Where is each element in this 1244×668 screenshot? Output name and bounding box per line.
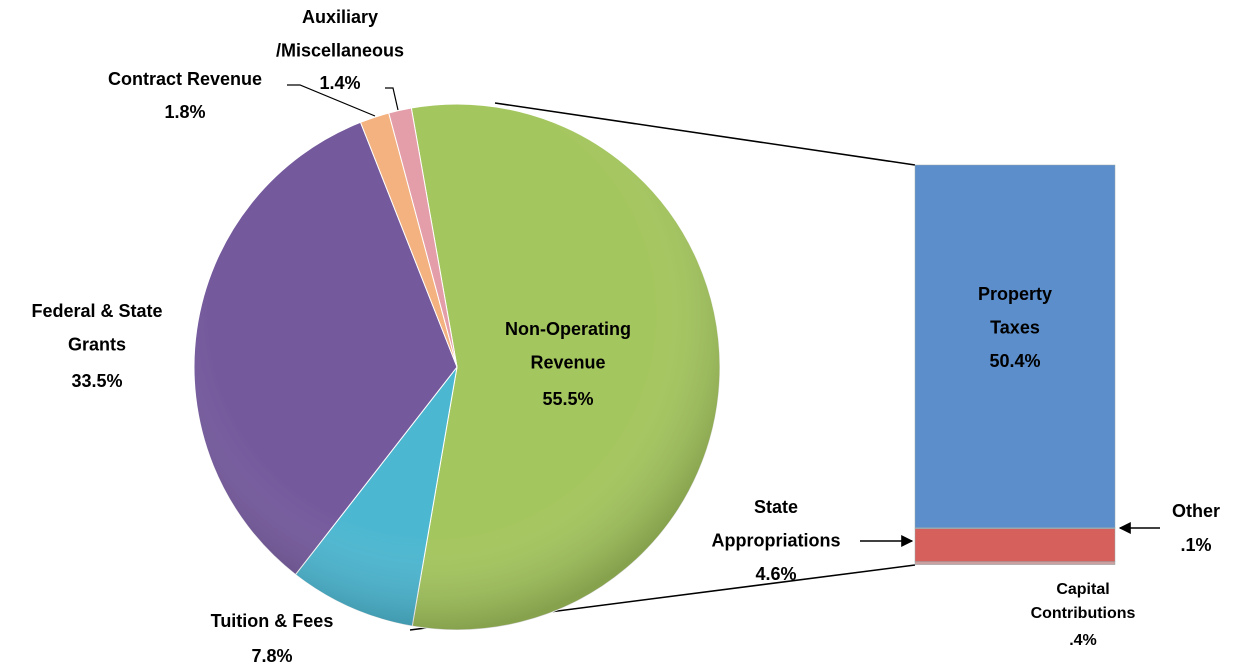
slice-label: Contract Revenue [108,69,262,89]
bar-value-label: .4% [1069,632,1097,649]
bar-segment [914,561,1116,565]
marks [193,103,1116,631]
bar-value-label: .1% [1180,535,1211,555]
labels: Non-Operating Revenue 55.5% Tuition & Fees 7… [31,7,1220,666]
bar-label: Property Taxes [978,284,1052,337]
slice-label: Non-Operating Revenue [505,319,631,372]
bar-segment [914,528,1116,562]
bar-value-label: 50.4% [989,351,1040,371]
slice-label: Federal & State Grants [31,301,162,354]
slice-value-label: 7.8% [251,646,292,666]
slice-label: Tuition & Fees [211,611,334,631]
slice-value-label: 33.5% [71,371,122,391]
slice-label: Auxiliary/Miscellaneous [276,7,404,60]
slice-value-label: 55.5% [542,389,593,409]
bar-label: Capital Contributions [1031,581,1136,622]
bar-label: Other [1172,501,1220,521]
leader-line [385,87,399,111]
bar-label: State Appropriations [712,497,841,550]
slice-value-label: 1.4% [319,73,360,93]
slice-value-label: 1.8% [164,102,205,122]
bar-value-label: 4.6% [755,564,796,584]
bar-segment [914,164,1116,529]
